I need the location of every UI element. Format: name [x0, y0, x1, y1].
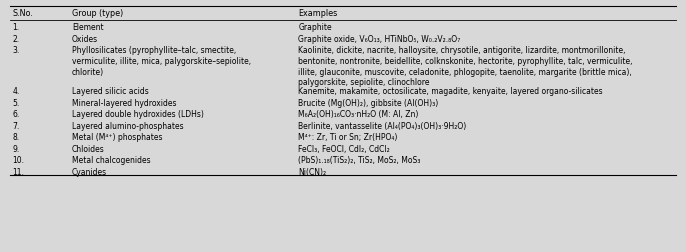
Text: 6.: 6. [12, 110, 20, 119]
Text: Graphite oxide, V₆O₁₃, HTiNbO₅, W₀.₂V₂.₈O₇: Graphite oxide, V₆O₁₃, HTiNbO₅, W₀.₂V₂.₈… [298, 35, 460, 43]
Text: Element: Element [72, 23, 104, 32]
Text: Oxides: Oxides [72, 35, 98, 43]
Text: Examples: Examples [298, 9, 338, 18]
Text: S.No.: S.No. [12, 9, 33, 18]
Text: Metal (M⁴⁺) phosphates: Metal (M⁴⁺) phosphates [72, 133, 163, 142]
Text: M₆A₂(OH)₁₆CO₃·nH₂O (M: Al, Zn): M₆A₂(OH)₁₆CO₃·nH₂O (M: Al, Zn) [298, 110, 418, 119]
Text: 2.: 2. [12, 35, 19, 43]
Text: 1.: 1. [12, 23, 19, 32]
Text: Phyllosilicates (pyrophyllite–talc, smectite,
vermiculite, illite, mica, palygor: Phyllosilicates (pyrophyllite–talc, smec… [72, 46, 251, 76]
Text: 8.: 8. [12, 133, 19, 142]
Text: Ni(CN)₂: Ni(CN)₂ [298, 167, 327, 176]
Text: Berlinite, vantasselite (Al₄(PO₄)₃(OH)₃·9H₂O): Berlinite, vantasselite (Al₄(PO₄)₃(OH)₃·… [298, 121, 466, 130]
Text: 4.: 4. [12, 87, 20, 96]
Text: Brucite (Mg(OH)₂), gibbsite (Al(OH)₃): Brucite (Mg(OH)₂), gibbsite (Al(OH)₃) [298, 98, 438, 107]
Text: Mineral-layered hydroxides: Mineral-layered hydroxides [72, 98, 176, 107]
Text: 11.: 11. [12, 167, 24, 176]
Text: Layered silicic acids: Layered silicic acids [72, 87, 149, 96]
Text: 5.: 5. [12, 98, 20, 107]
Text: (PbS)₁.₁₈(TiS₂)₂, TiS₂, MoS₂, MoS₃: (PbS)₁.₁₈(TiS₂)₂, TiS₂, MoS₂, MoS₃ [298, 155, 421, 164]
Text: 9.: 9. [12, 144, 20, 153]
Text: Cyanides: Cyanides [72, 167, 107, 176]
Text: Graphite: Graphite [298, 23, 332, 32]
Text: Chloides: Chloides [72, 144, 105, 153]
Text: Kanemite, makamite, octosilicate, magadite, kenyaite, layered organo-silicates: Kanemite, makamite, octosilicate, magadi… [298, 87, 603, 96]
Text: 3.: 3. [12, 46, 20, 55]
Text: 10.: 10. [12, 155, 24, 164]
Text: 7.: 7. [12, 121, 20, 130]
Text: Layered alumino-phosphates: Layered alumino-phosphates [72, 121, 184, 130]
Text: Group (type): Group (type) [72, 9, 123, 18]
Text: Kaolinite, dickite, nacrite, halloysite, chrysotile, antigorite, lizardite, mont: Kaolinite, dickite, nacrite, halloysite,… [298, 46, 633, 87]
Text: Layered double hydroxides (LDHs): Layered double hydroxides (LDHs) [72, 110, 204, 119]
Text: FeCl₃, FeOCl, CdI₂, CdCl₂: FeCl₃, FeOCl, CdI₂, CdCl₂ [298, 144, 390, 153]
Text: M⁴⁺: Zr, Ti or Sn; Zr(HPO₄): M⁴⁺: Zr, Ti or Sn; Zr(HPO₄) [298, 133, 398, 142]
Text: Metal chalcogenides: Metal chalcogenides [72, 155, 151, 164]
